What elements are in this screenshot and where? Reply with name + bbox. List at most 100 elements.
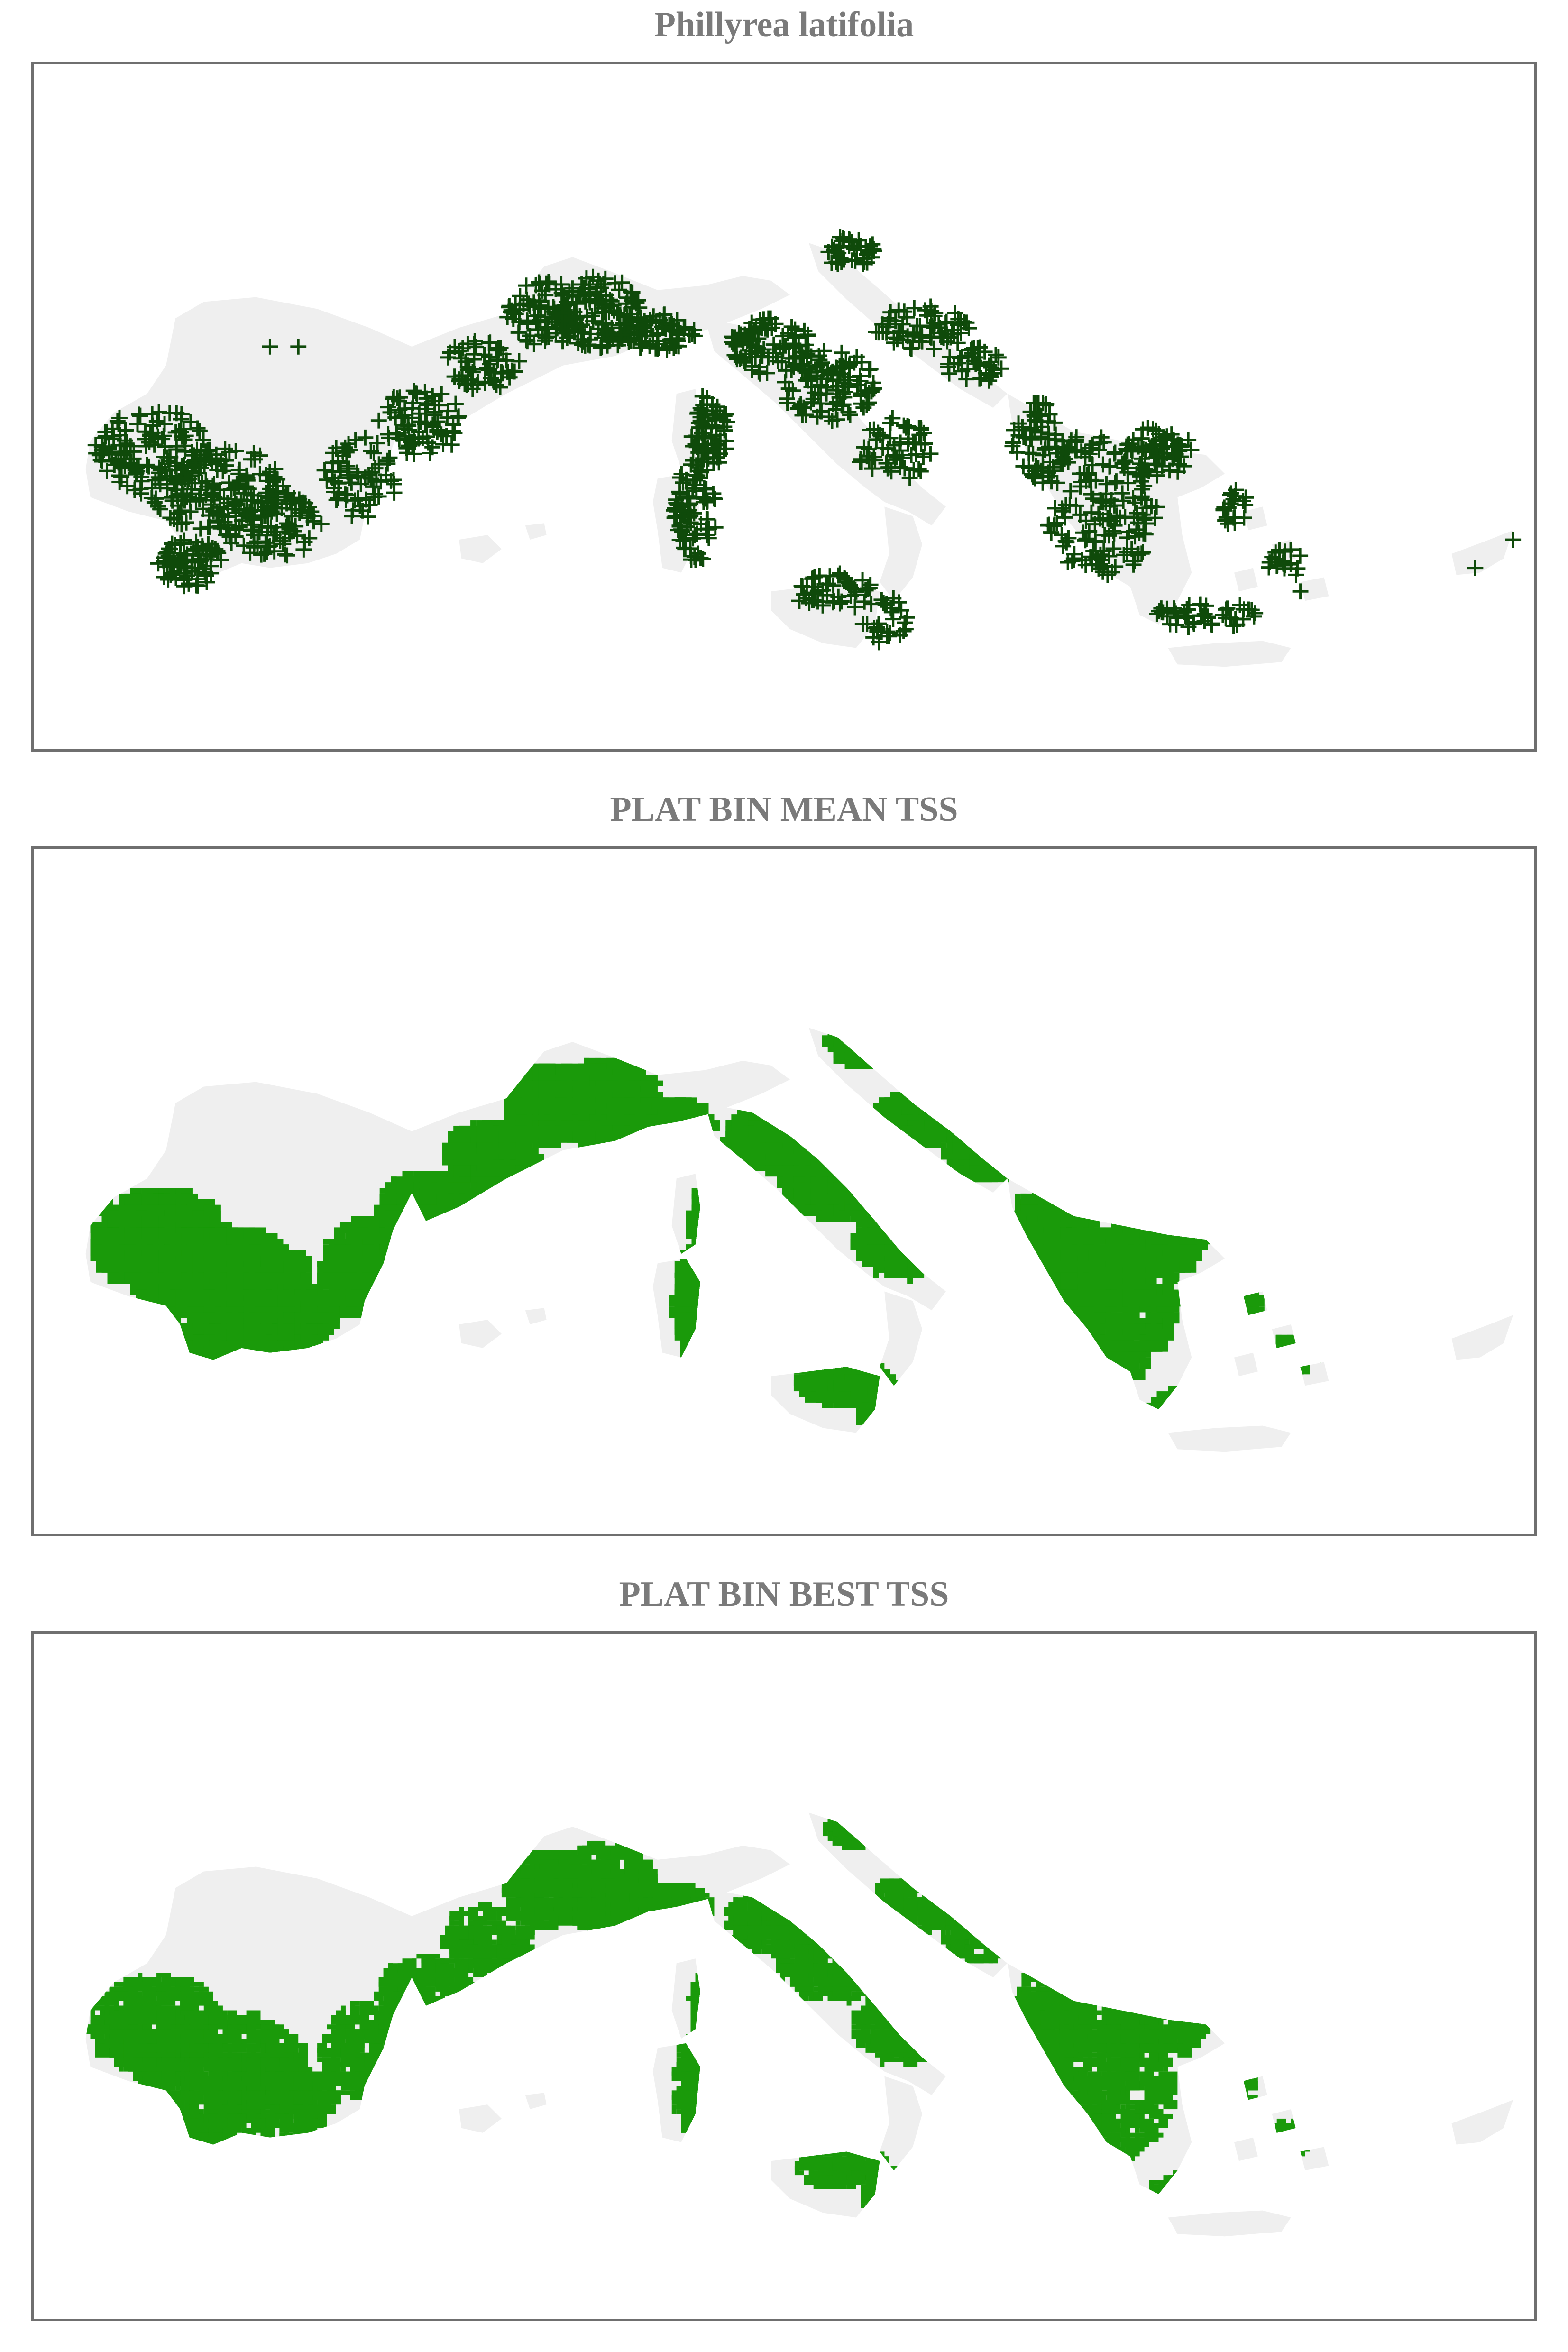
occurrence-point [862, 361, 879, 377]
occurrence-point [940, 359, 956, 375]
presence-cell [238, 1256, 255, 1261]
presence-cell [238, 1278, 244, 1284]
presence-cell [170, 1329, 182, 1335]
occurrence-point [708, 427, 724, 443]
occurrence-point [1035, 469, 1051, 486]
occurrence-point [913, 422, 929, 438]
presence-cell [96, 1222, 102, 1228]
presence-cell [175, 1357, 182, 1363]
presence-cell [215, 1363, 221, 1375]
presence-cell [170, 1369, 187, 1375]
presence-cell [170, 1363, 187, 1369]
presence-cell [175, 1346, 182, 1352]
occurrence-point [202, 558, 219, 574]
presence-cell [158, 1351, 165, 1363]
presence-cell [192, 1369, 210, 1380]
presence-cell [192, 1369, 198, 1375]
occurrence-point [1055, 538, 1072, 554]
occurrence-point [192, 520, 209, 537]
occurrence-point [560, 323, 577, 340]
presence-cell [192, 1369, 210, 1380]
occurrence-point [799, 326, 816, 343]
presence-cell [164, 1312, 170, 1318]
occurrence-point [101, 441, 117, 458]
presence-cell [203, 1374, 210, 1386]
occurrence-point [572, 318, 588, 335]
land-polygon [1451, 1315, 1513, 1360]
land-polygon [880, 506, 923, 601]
land-polygon [1243, 506, 1267, 531]
presence-cell [260, 1256, 272, 1267]
occurrence-point [147, 472, 164, 488]
occurrence-point [151, 404, 167, 421]
presence-cell [175, 1357, 187, 1363]
presence-cell [181, 1369, 198, 1380]
occurrence-point [910, 460, 927, 477]
occurrence-point [682, 508, 699, 524]
occurrence-point [266, 543, 283, 560]
presence-cell [158, 1357, 165, 1369]
presence-cell [153, 1351, 165, 1358]
presence-cell [175, 1357, 187, 1363]
presence-cell [147, 1210, 165, 1216]
occurrence-point [352, 498, 368, 514]
presence-cell [220, 1357, 227, 1369]
occurrence-point [1220, 515, 1237, 532]
occurrence-point [886, 334, 902, 351]
presence-cell [192, 1363, 210, 1369]
occurrence-point [1126, 553, 1143, 569]
occurrence-point [803, 394, 819, 411]
presence-cell [203, 1329, 215, 1335]
occurrence-point [209, 542, 226, 559]
presence-cell [158, 1357, 170, 1369]
presence-cell [181, 1363, 198, 1375]
presence-cell [141, 1227, 159, 1239]
occurrence-point [863, 383, 880, 400]
presence-cell [101, 1216, 108, 1222]
occurrence-point [443, 436, 460, 453]
presence-cell [170, 1284, 182, 1290]
occurrence-point [447, 395, 464, 412]
occurrence-point [659, 342, 675, 358]
occurrence-point [724, 329, 741, 345]
presence-cell [170, 1334, 176, 1346]
presence-cell [101, 1204, 119, 1211]
occurrence-point [1004, 438, 1021, 454]
occurrence-point [198, 547, 215, 563]
occurrence-point [624, 299, 641, 316]
occurrence-point [205, 503, 222, 520]
presence-cell [203, 1301, 215, 1313]
occurrence-point [680, 497, 697, 514]
occurrence-point [1159, 428, 1175, 445]
occurrence-point [607, 275, 623, 291]
occurrence-point [182, 503, 199, 520]
occurrence-point [882, 414, 899, 431]
presence-cell [220, 1250, 232, 1256]
presence-cell [175, 1369, 187, 1380]
presence-cell [181, 1369, 193, 1380]
occurrence-point [172, 545, 189, 561]
presence-cell [170, 1329, 182, 1335]
occurrence-points-layer [87, 229, 1522, 651]
occurrence-point [1237, 497, 1254, 514]
presence-cell [164, 1340, 170, 1352]
occurrence-point [887, 451, 903, 468]
presence-cell [186, 1374, 193, 1386]
occurrence-point [326, 484, 342, 500]
occurrence-point [1102, 458, 1119, 475]
occurrence-point [489, 352, 505, 369]
presence-cell [181, 1250, 187, 1256]
map-svg-occurrences [85, 229, 1522, 667]
occurrence-point [634, 336, 651, 352]
presence-cell [198, 1363, 204, 1369]
land-polygon [1168, 1425, 1291, 1452]
occurrence-point [854, 256, 871, 272]
occurrence-point [173, 406, 190, 423]
occurrence-point [787, 321, 803, 338]
occurrence-point [1140, 420, 1156, 436]
presence-cell [186, 1199, 204, 1211]
occurrence-point [1015, 458, 1032, 475]
presence-cell [107, 1227, 113, 1233]
presence-cell [164, 1233, 182, 1239]
presence-cell [170, 1351, 187, 1363]
